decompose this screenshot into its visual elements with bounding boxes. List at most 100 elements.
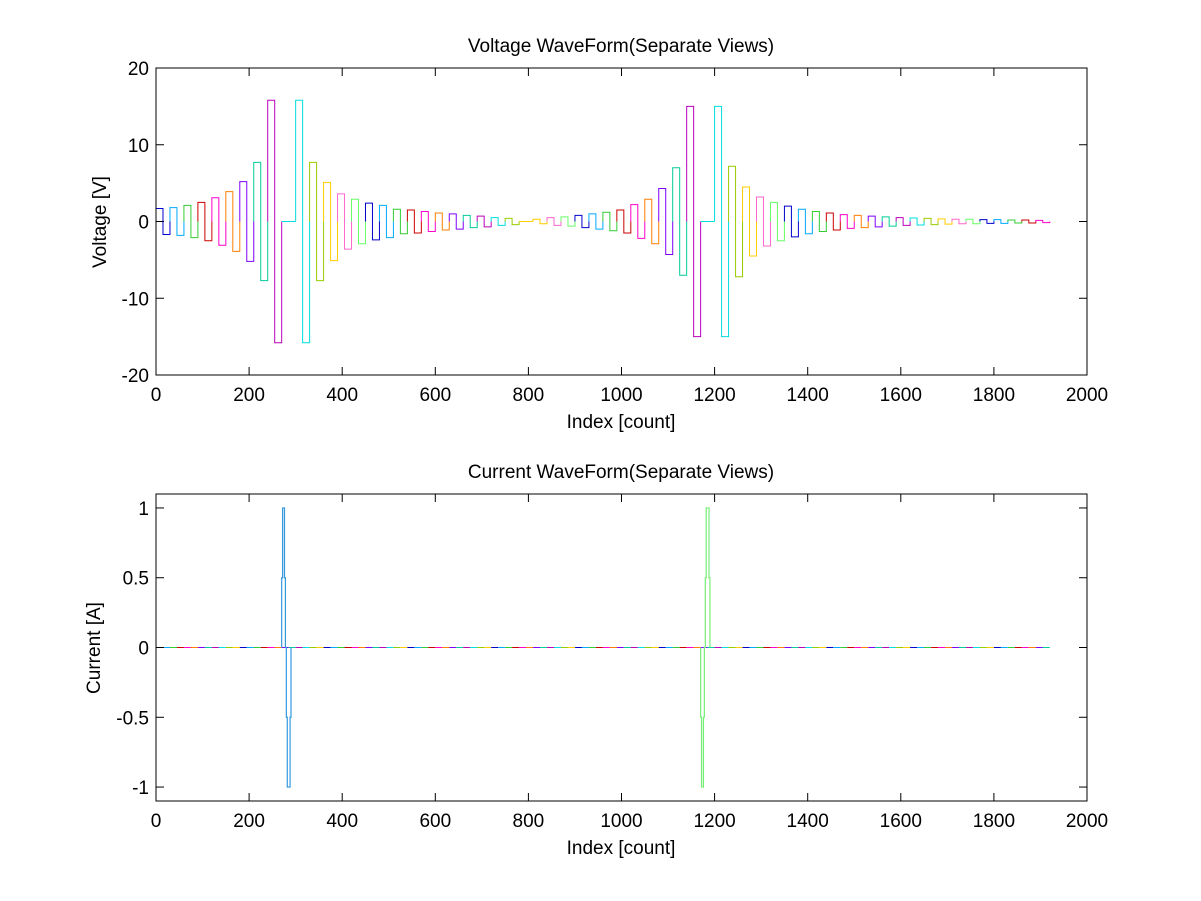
voltage-pulse-trace [825, 212, 841, 231]
voltage-pulse-trace [853, 214, 869, 229]
voltage-pulse-trace [630, 204, 646, 239]
voltage-x-tick-label: 600 [419, 385, 451, 406]
voltage-pulse-trace [267, 99, 283, 344]
voltage-pulse-trace [742, 186, 757, 257]
voltage-pulse-trace [183, 204, 199, 239]
voltage-y-tick-label: -10 [122, 289, 149, 310]
current-y-tick-label: 1 [138, 499, 149, 520]
voltage-x-tick-label: 800 [513, 385, 545, 406]
voltage-pulse-trace [532, 218, 548, 225]
voltage-pulse-trace [644, 198, 660, 245]
voltage-pulse-trace [211, 197, 227, 246]
voltage-pulse-trace [197, 201, 213, 242]
voltage-x-tick-label: 1800 [973, 385, 1015, 406]
voltage-pulse-trace [783, 205, 799, 238]
voltage-x-tick-label: 1000 [600, 385, 642, 406]
current-x-tick-label: 200 [233, 811, 265, 832]
voltage-plot-area [156, 68, 1087, 375]
current-y-tick-label: 0 [138, 639, 149, 660]
voltage-pulse-trace [714, 105, 730, 338]
voltage-x-tick-label: 1200 [693, 385, 735, 406]
voltage-pulse-trace [1007, 219, 1023, 224]
voltage-chart-title: Voltage WaveForm(Separate Views) [468, 36, 774, 57]
voltage-pulse-trace [420, 211, 436, 232]
voltage-pulse-trace [839, 214, 855, 229]
voltage-pulse-trace [588, 213, 604, 230]
voltage-pulse-trace [239, 181, 255, 262]
voltage-pulse-trace [574, 214, 590, 229]
voltage-y-tick-label: -20 [122, 366, 149, 387]
voltage-pulse-trace [546, 217, 562, 226]
voltage-pulse-trace [364, 202, 380, 241]
current-x-tick-label: 1000 [600, 811, 642, 832]
voltage-pulse-trace [951, 218, 967, 225]
current-subplot: Current WaveForm(Separate Views) 0 200 400… [84, 462, 1108, 859]
current-x-tick-label: 1800 [973, 811, 1015, 832]
voltage-y-tick-label: 20 [128, 59, 149, 80]
voltage-pulse-trace [448, 213, 464, 230]
voltage-x-ticks: 0 200 400 600 800 1000 1200 1400 1600 1800 2000 [151, 68, 1108, 406]
voltage-pulse-trace [616, 209, 632, 234]
current-x-axis-label: Index [count] [567, 838, 676, 859]
current-x-tick-label: 1400 [787, 811, 829, 832]
voltage-pulse-trace [867, 215, 883, 228]
voltage-pulse-trace [295, 99, 311, 344]
current-y-ticks: 1 0.5 0 -0.5 -1 [116, 499, 1087, 799]
voltage-y-ticks: 20 10 0 -10 -20 [122, 59, 1087, 387]
voltage-x-tick-label: 1600 [880, 385, 922, 406]
current-x-tick-label: 2000 [1066, 811, 1108, 832]
voltage-x-tick-label: 200 [233, 385, 265, 406]
voltage-pulse-trace [602, 211, 618, 232]
voltage-pulse-trace [686, 105, 702, 338]
voltage-pulse-trace [504, 217, 520, 226]
voltage-pulse-trace [937, 218, 953, 225]
voltage-pulse-trace [351, 198, 366, 245]
voltage-pulse-trace [755, 196, 771, 247]
voltage-pulse-trace [1035, 219, 1051, 224]
current-pulse-trace [281, 507, 292, 788]
voltage-pulse-trace [462, 214, 478, 229]
voltage-pulse-trace [658, 187, 674, 256]
voltage-subplot: Voltage WaveForm(Separate Views) 0 200 400… [90, 36, 1108, 433]
voltage-pulse-trace [672, 167, 688, 276]
voltage-x-axis-label: Index [count] [567, 412, 676, 433]
current-y-tick-label: 0.5 [123, 569, 149, 590]
voltage-pulse-trace [490, 217, 506, 226]
voltage-pulse-trace [309, 161, 325, 282]
voltage-pulse-trace [728, 165, 744, 278]
voltage-pulse-trace [1021, 219, 1037, 224]
voltage-pulse-trace [323, 181, 339, 262]
voltage-pulse-trace [169, 207, 185, 236]
voltage-pulse-trace [434, 212, 450, 231]
voltage-pulse-trace [979, 219, 995, 224]
current-x-tick-label: 1600 [880, 811, 922, 832]
voltage-pulse-trace [253, 161, 269, 282]
voltage-pulse-trace [811, 211, 827, 232]
voltage-pulse-trace [560, 216, 576, 227]
current-y-axis-label: Current [A] [84, 602, 105, 694]
voltage-x-tick-label: 0 [151, 385, 162, 406]
voltage-x-tick-label: 400 [326, 385, 358, 406]
voltage-pulse-trace [965, 218, 981, 225]
current-traces [156, 507, 1050, 788]
voltage-pulse-trace [769, 201, 785, 242]
current-y-tick-label: -1 [132, 778, 149, 799]
voltage-y-axis-label: Voltage [V] [90, 176, 111, 268]
current-x-ticks: 0 200 400 600 800 1000 1200 1400 1600 1800 2000 [151, 494, 1108, 832]
current-x-tick-label: 400 [326, 811, 358, 832]
current-pulse-trace [700, 507, 711, 788]
voltage-traces [155, 99, 1051, 344]
current-x-tick-label: 800 [513, 811, 545, 832]
voltage-x-tick-label: 2000 [1066, 385, 1108, 406]
voltage-pulse-trace [337, 193, 353, 250]
current-x-tick-label: 1200 [693, 811, 735, 832]
voltage-pulse-trace [392, 208, 408, 235]
voltage-pulse-trace [406, 209, 422, 234]
current-chart-title: Current WaveForm(Separate Views) [468, 462, 774, 483]
voltage-y-tick-label: 0 [138, 213, 149, 234]
voltage-pulse-trace [797, 208, 813, 235]
current-x-tick-label: 600 [419, 811, 451, 832]
current-y-tick-label: -0.5 [116, 708, 149, 729]
voltage-y-tick-label: 10 [128, 136, 149, 157]
